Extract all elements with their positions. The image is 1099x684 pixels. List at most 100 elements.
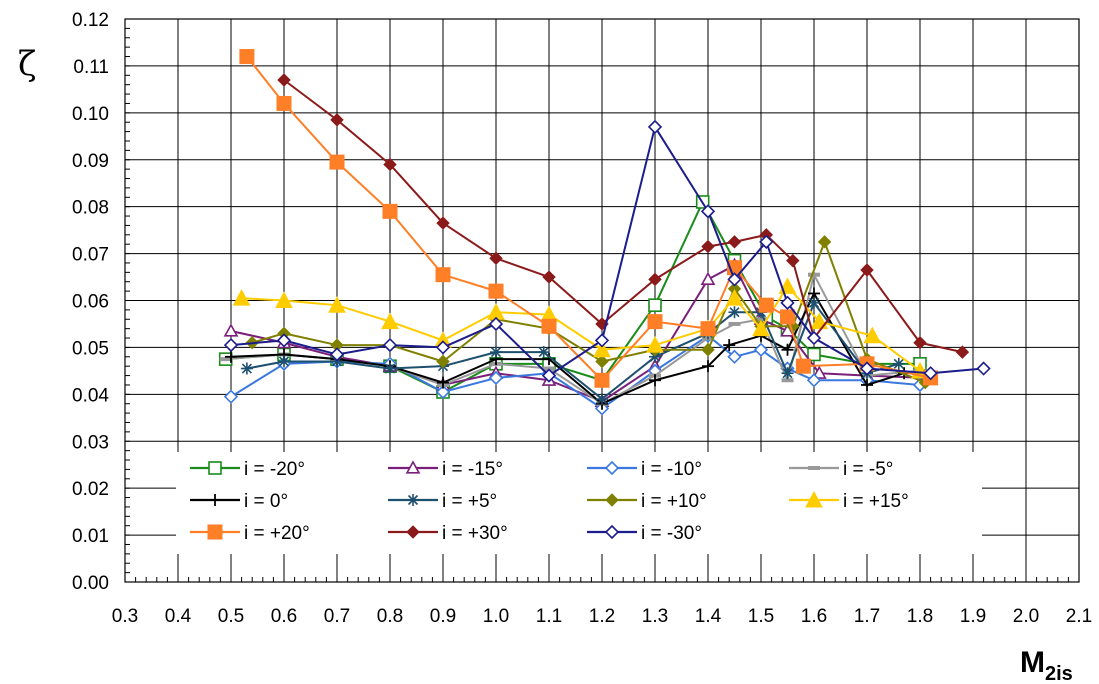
data-point	[786, 253, 800, 268]
legend-label: i = -10°	[641, 459, 702, 480]
data-point	[594, 333, 610, 348]
data-point	[278, 355, 290, 368]
data-point	[594, 372, 610, 388]
data-point	[329, 347, 345, 362]
data-point	[805, 490, 823, 508]
y-tick-label: 0.01	[72, 526, 109, 547]
legend-label: i = +10°	[641, 491, 707, 512]
series-line	[251, 240, 926, 384]
x-tick-label: 0.6	[271, 606, 297, 627]
data-point	[700, 321, 716, 337]
data-point	[647, 314, 663, 330]
y-tick-label: 0.08	[72, 198, 109, 219]
data-point	[407, 494, 419, 506]
data-point-d2	[538, 347, 549, 358]
x-tick-label: 2.1	[1066, 606, 1092, 627]
data-point	[727, 349, 742, 364]
data-point	[329, 154, 345, 170]
data-point	[435, 384, 451, 400]
series-line	[246, 301, 900, 401]
data-point	[490, 346, 502, 359]
data-point	[817, 235, 832, 249]
data-point	[209, 494, 221, 506]
data-point	[780, 295, 795, 310]
x-axis-label-subscript: 2is	[1045, 663, 1073, 684]
x-tick-label: 1.9	[960, 606, 986, 627]
legend-item: i = -15°	[388, 459, 503, 480]
data-point	[225, 350, 237, 363]
data-point	[435, 340, 451, 355]
series-8	[239, 49, 939, 388]
series-7	[232, 277, 929, 379]
x-tick-label: 0.3	[112, 606, 138, 627]
legend-item: i = +10°	[587, 491, 707, 512]
x-tick-label: 1.6	[801, 606, 827, 627]
x-tick-label: 1.0	[483, 606, 509, 627]
legend-label: i = +20°	[244, 523, 310, 544]
legend-item: i = +5°	[388, 491, 497, 512]
legend-item: i = -30°	[587, 523, 702, 544]
y-tick-label: 0.00	[72, 573, 109, 594]
legend-label: i = 0°	[244, 491, 288, 512]
data-point	[328, 296, 346, 313]
data-point	[382, 337, 398, 353]
y-tick-label: 0.12	[72, 10, 109, 31]
legend-item: i = -5°	[789, 459, 893, 480]
data-point	[488, 283, 504, 299]
data-point	[383, 157, 397, 172]
data-point	[955, 345, 970, 359]
data-point	[702, 360, 714, 373]
x-tick-label: 1.3	[642, 606, 668, 627]
data-point	[811, 365, 827, 379]
data-point	[806, 373, 822, 388]
data-point	[208, 461, 222, 475]
data-point	[780, 309, 795, 325]
data-point	[648, 272, 662, 287]
data-point	[275, 291, 293, 308]
data-point	[727, 235, 742, 249]
x-tick-label: 1.7	[854, 606, 880, 627]
x-tick-label: 1.8	[907, 606, 933, 627]
data-point	[207, 524, 223, 540]
data-point	[976, 361, 991, 376]
data-point	[541, 368, 557, 383]
data-point	[541, 318, 557, 334]
y-tick-label: 0.07	[72, 245, 109, 266]
data-point	[725, 289, 744, 306]
legend-label: i = -5°	[843, 459, 893, 480]
data-point-d2	[649, 351, 661, 362]
data-point	[436, 354, 450, 369]
y-tick-label: 0.10	[72, 104, 109, 125]
data-point-d2	[808, 297, 820, 308]
data-point	[863, 326, 882, 344]
data-point	[781, 343, 794, 356]
data-point	[542, 270, 556, 284]
x-tick-label: 0.5	[218, 606, 244, 627]
y-tick-label: 0.09	[72, 151, 109, 172]
plot-frame	[124, 18, 1080, 583]
legend-item: i = +20°	[190, 523, 310, 544]
data-point	[727, 272, 742, 287]
data-point	[435, 267, 451, 283]
legend-label: i = -30°	[641, 523, 702, 544]
data-point	[701, 239, 715, 254]
data-point	[240, 362, 253, 375]
data-point	[381, 312, 399, 330]
data-point	[276, 333, 292, 348]
series-layer	[218, 49, 991, 416]
y-tick-label: 0.11	[73, 57, 109, 78]
legend-box	[176, 452, 982, 554]
y-tick-label: 0.06	[72, 292, 109, 313]
data-point	[808, 296, 820, 309]
data-point	[488, 370, 504, 386]
y-axis-label: ζ	[18, 44, 36, 84]
x-tick-label: 0.7	[324, 606, 350, 627]
data-point	[604, 460, 620, 476]
data-point	[860, 263, 874, 277]
data-point-d2	[729, 307, 740, 318]
data-point	[223, 323, 239, 337]
data-point	[223, 389, 239, 404]
data-point	[861, 378, 873, 391]
data-point	[759, 234, 774, 249]
data-point	[223, 337, 239, 353]
